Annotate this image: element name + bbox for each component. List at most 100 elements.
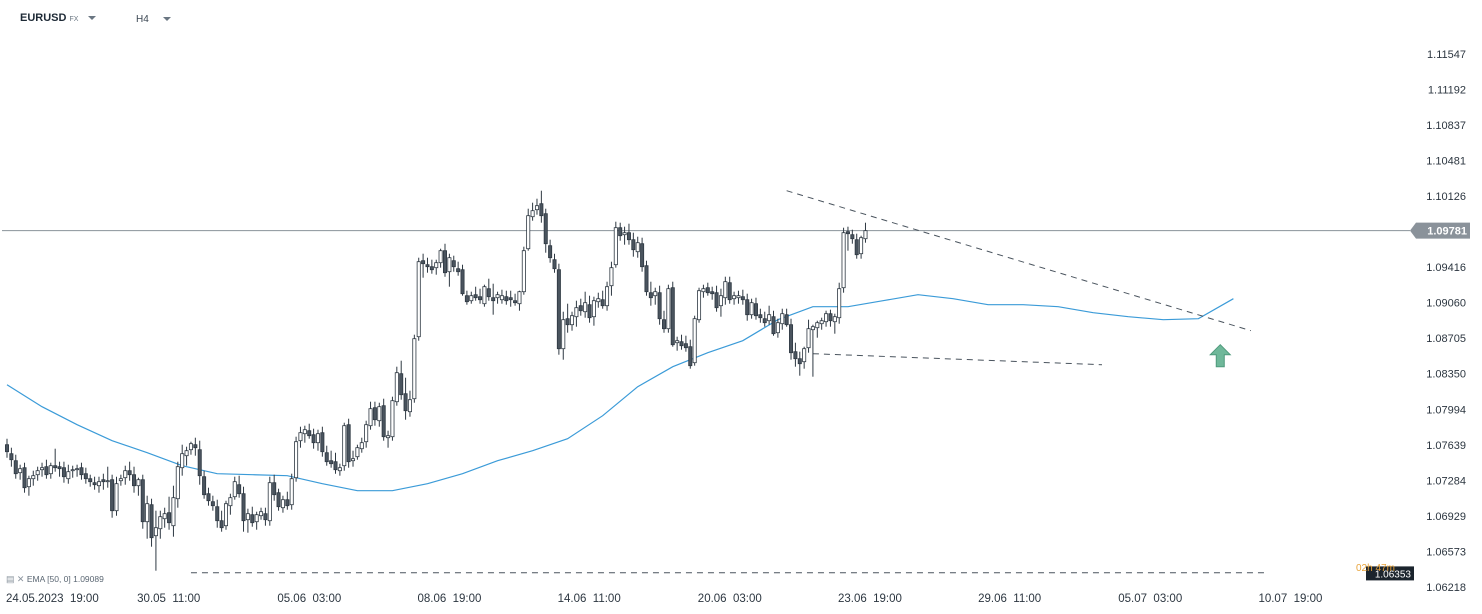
x-tick-label: 05.07 03:00 bbox=[1118, 593, 1182, 605]
x-tick-label: 24.05.2023 19:00 bbox=[6, 593, 99, 605]
symbol-selector[interactable]: EURUSD FX bbox=[20, 12, 97, 24]
candle-body-up bbox=[499, 295, 504, 301]
candle-body-up bbox=[184, 450, 189, 457]
candle bbox=[193, 437, 198, 456]
candle bbox=[640, 237, 645, 272]
candle bbox=[854, 233, 859, 259]
candle-body-down bbox=[276, 492, 281, 508]
candle-body-down bbox=[727, 282, 732, 301]
candle bbox=[552, 253, 557, 273]
candle-body-down bbox=[88, 478, 93, 483]
candle bbox=[127, 461, 132, 481]
candle-body-up bbox=[267, 482, 272, 522]
candle-body-down bbox=[456, 268, 461, 273]
y-tick-label: 1.08705 bbox=[1426, 333, 1466, 345]
candle-body-up bbox=[18, 468, 23, 474]
candle bbox=[153, 510, 158, 571]
candle-body-up bbox=[824, 313, 829, 323]
candle bbox=[245, 508, 250, 533]
candle-body-down bbox=[127, 470, 132, 476]
candle-body-down bbox=[241, 493, 246, 522]
candle bbox=[79, 462, 84, 480]
timeframe-selector[interactable]: H4 bbox=[136, 14, 171, 25]
candle-body-up bbox=[407, 399, 412, 413]
current-price-tag bbox=[1410, 222, 1470, 239]
candle-body-down bbox=[556, 269, 561, 350]
candle-body-up bbox=[723, 281, 728, 299]
candle-body-up bbox=[517, 291, 522, 305]
candle-body-up bbox=[315, 433, 320, 444]
candle bbox=[456, 261, 461, 276]
y-tick-label: 1.06929 bbox=[1426, 511, 1466, 523]
eye-off-icon[interactable]: ▤ bbox=[6, 574, 15, 584]
candle-body-up bbox=[675, 340, 680, 344]
candle-body-up bbox=[394, 372, 399, 403]
candle-body-up bbox=[666, 288, 671, 330]
candle bbox=[70, 465, 75, 478]
candle-body-up bbox=[613, 227, 618, 266]
candle bbox=[723, 276, 728, 305]
candle-body-up bbox=[841, 232, 846, 289]
candle bbox=[697, 287, 702, 323]
candle-body-up bbox=[574, 307, 579, 318]
candle bbox=[644, 260, 649, 296]
candle-body-up bbox=[35, 470, 40, 476]
x-tick-label: 30.05 11:00 bbox=[137, 593, 200, 605]
candle-body-up bbox=[832, 316, 837, 323]
candle-body-down bbox=[657, 292, 662, 320]
candle bbox=[377, 402, 382, 427]
candle bbox=[583, 291, 588, 318]
candle bbox=[793, 342, 798, 367]
low-price-tag bbox=[1366, 566, 1414, 581]
candle bbox=[320, 426, 325, 457]
candle-body-up bbox=[364, 424, 369, 443]
candle bbox=[136, 477, 141, 496]
candle bbox=[845, 226, 850, 251]
candle bbox=[407, 390, 412, 417]
candle bbox=[372, 401, 377, 426]
candle bbox=[727, 276, 732, 304]
candle bbox=[381, 398, 386, 441]
candle bbox=[460, 264, 465, 296]
candle-body-up bbox=[118, 478, 123, 482]
candle-countdown-timer: 02h 47m bbox=[1356, 563, 1395, 574]
candle-body-up bbox=[609, 267, 614, 287]
candle bbox=[570, 311, 575, 331]
x-tick-label: 08.06 19:00 bbox=[417, 593, 481, 605]
candle bbox=[513, 293, 518, 306]
candle-body-up bbox=[171, 497, 176, 527]
candle bbox=[342, 422, 347, 471]
candle-body-up bbox=[294, 441, 299, 479]
candle-body-down bbox=[587, 304, 592, 319]
candle-body-down bbox=[845, 231, 850, 235]
close-icon[interactable]: ✕ bbox=[16, 574, 25, 584]
candle bbox=[285, 491, 290, 510]
candle-body-up bbox=[48, 465, 53, 475]
candle bbox=[688, 339, 693, 369]
candle bbox=[259, 507, 264, 520]
candle-body-up bbox=[105, 480, 110, 483]
candle-body-up bbox=[526, 215, 531, 250]
candle-body-down bbox=[710, 291, 715, 295]
candle-body-down bbox=[740, 296, 745, 301]
candle bbox=[132, 466, 137, 493]
candle-body-down bbox=[714, 292, 719, 309]
candle bbox=[329, 450, 334, 468]
candle bbox=[596, 292, 601, 308]
candle bbox=[635, 236, 640, 258]
candle-body-up bbox=[245, 513, 250, 521]
candle-body-up bbox=[837, 288, 842, 319]
candle-body-up bbox=[802, 348, 807, 363]
candle bbox=[491, 283, 496, 315]
candle bbox=[162, 507, 167, 528]
candle-body-up bbox=[337, 467, 342, 472]
candle bbox=[22, 462, 27, 493]
candle-body-down bbox=[219, 520, 224, 529]
candle-body-up bbox=[75, 468, 80, 471]
candle bbox=[548, 239, 553, 263]
candle bbox=[223, 500, 228, 530]
candle bbox=[40, 462, 45, 477]
candle bbox=[749, 298, 754, 319]
y-tick-label: 1.11192 bbox=[1428, 85, 1466, 97]
